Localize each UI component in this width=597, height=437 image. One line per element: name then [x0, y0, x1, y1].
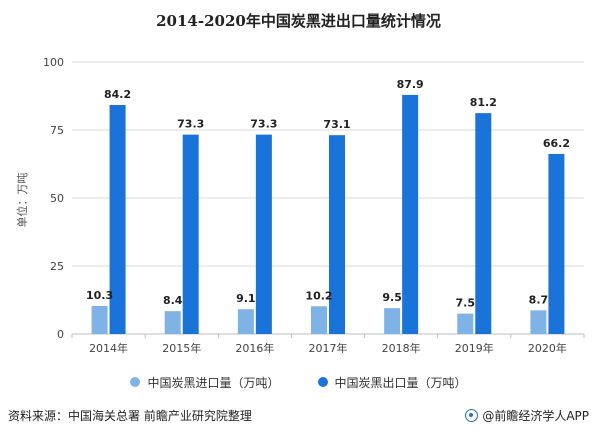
source-note: 资料来源：中国海关总署 前瞻产业研究院整理: [8, 409, 252, 423]
data-label-export: 73.3: [250, 118, 277, 131]
y-tick-label: 75: [50, 124, 64, 137]
bar-import: [530, 310, 547, 334]
bar-export: [255, 134, 272, 334]
data-label-import: 9.5: [382, 291, 402, 304]
bar-import: [237, 309, 254, 334]
x-tick-label: 2018年: [382, 341, 421, 355]
chart-title: 2014-2020年中国炭黑进出口量统计情况: [156, 12, 441, 30]
bar-export: [109, 104, 126, 334]
data-label-export: 66.2: [543, 137, 570, 150]
data-label-import: 8.4: [163, 294, 183, 307]
data-label-import: 7.5: [456, 297, 476, 310]
data-label-export: 73.3: [177, 118, 204, 131]
legend-item-import: 中国炭黑进口量（万吨）: [130, 374, 280, 391]
x-tick-label: 2019年: [455, 341, 494, 355]
data-label-export: 81.2: [470, 96, 497, 109]
gridlines: [72, 61, 584, 267]
brand-label: @前瞻经济学人APP: [482, 409, 589, 423]
data-label-export: 87.9: [397, 78, 424, 91]
bar-export: [475, 113, 492, 334]
y-tick-label: 0: [57, 328, 64, 341]
qianzhan-logo-icon: [465, 409, 479, 422]
bar-export: [329, 135, 345, 334]
legend-marker-export: [317, 377, 328, 387]
bar-import: [91, 305, 108, 334]
y-axis-label: 单位：万吨: [15, 173, 29, 228]
y-tick-label: 25: [50, 260, 64, 273]
bar-export: [402, 94, 419, 334]
legend-marker-import: [130, 377, 141, 387]
data-label-import: 9.1: [236, 292, 256, 305]
bar-export: [182, 134, 199, 334]
legend-item-export: 中国炭黑出口量（万吨）: [317, 374, 467, 391]
bar-import: [311, 306, 327, 334]
y-tick-label: 100: [43, 56, 64, 69]
data-label-import: 10.3: [86, 289, 113, 302]
bars: [91, 94, 565, 334]
data-label-export: 73.1: [323, 118, 350, 131]
x-tick-label: 2014年: [89, 341, 128, 355]
data-label-export: 84.2: [104, 88, 131, 101]
x-tick-label: 2020年: [528, 341, 567, 355]
bar-import: [384, 308, 401, 334]
legend-label-import: 中国炭黑进口量（万吨）: [147, 375, 280, 390]
x-tick-label: 2016年: [235, 341, 274, 355]
legend-label-export: 中国炭黑出口量（万吨）: [334, 375, 467, 390]
data-label-import: 8.7: [529, 293, 549, 306]
data-label-import: 10.2: [305, 289, 332, 302]
axes: 0 25 50 75 100 2014年 2015年 2016年 2017年 2018年 2019年…: [43, 56, 585, 355]
brand-credit: @前瞻经济学人APP: [465, 407, 589, 424]
bar-export: [548, 153, 565, 334]
legend: 中国炭黑进口量（万吨） 中国炭黑出口量（万吨）: [0, 372, 597, 392]
x-tick-label: 2015年: [162, 341, 201, 355]
bar-import: [164, 311, 181, 334]
y-tick-label: 50: [50, 192, 64, 205]
x-tick-label: 2017年: [309, 341, 348, 355]
bar-import: [457, 313, 474, 334]
data-labels: 10.3 84.2 8.4 73.3 9.1 73.3 10.2 73.1 9.5 87.9 7.5…: [86, 78, 570, 310]
